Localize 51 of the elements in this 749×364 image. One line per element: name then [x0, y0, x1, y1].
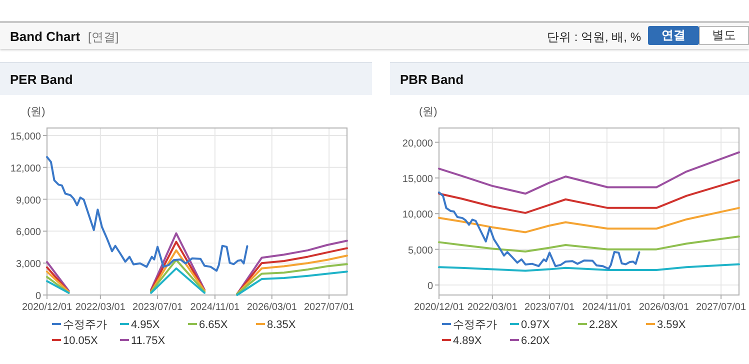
text: Band Chart	[10, 29, 80, 44]
y-axis-title: (원)	[419, 106, 438, 118]
line-series	[438, 191, 640, 270]
legend-label: 3.59X	[657, 319, 686, 331]
text: 연결	[648, 26, 699, 45]
legend-label: 0.97X	[521, 319, 550, 331]
legend-label: 2.28X	[589, 319, 618, 331]
x-tick-label: 2020/12/01	[22, 302, 72, 313]
y-tick-label: 9,000	[16, 195, 42, 206]
legend-label: 11.75X	[131, 335, 166, 347]
legend-label: 8.35X	[267, 319, 296, 331]
y-tick-label: 6,000	[16, 227, 42, 238]
line-series	[438, 179, 740, 214]
legend-label: 수정주가	[453, 319, 497, 331]
x-tick-label: 2022/03/01	[75, 302, 126, 313]
y-tick-label: 12,000	[10, 163, 42, 174]
text: 단위 : 억원, 배, %	[546, 29, 641, 46]
y-tick-label: 15,000	[402, 174, 434, 185]
legend-label: 4.89X	[453, 335, 482, 347]
x-tick-label: 2027/07/01	[696, 302, 746, 313]
x-tick-label: 2026/03/01	[638, 302, 690, 313]
y-tick-label: 5,000	[408, 245, 434, 256]
x-tick-label: 2020/12/01	[414, 302, 464, 313]
y-tick-label: 0	[427, 281, 434, 292]
y-tick-label: 3,000	[16, 259, 42, 270]
y-tick-label: 0	[35, 291, 42, 302]
x-tick-label: 2022/03/01	[467, 302, 518, 313]
line-series	[438, 263, 740, 272]
y-axis-title: (원)	[27, 106, 46, 118]
line-series	[438, 206, 740, 234]
legend-label: 4.95X	[131, 319, 160, 331]
x-tick-label: 2027/07/01	[304, 302, 354, 313]
x-tick-label: 2024/11/01	[582, 302, 632, 313]
x-tick-label: 2023/07/01	[524, 302, 576, 313]
text: 별도	[699, 26, 749, 45]
x-tick-label: 2024/11/01	[190, 302, 240, 313]
text: [연결]	[88, 29, 119, 46]
line-series	[438, 235, 740, 252]
x-tick-label: 2026/03/01	[246, 302, 298, 313]
y-tick-label: 10,000	[402, 210, 434, 221]
y-tick-label: 20,000	[402, 138, 434, 150]
legend-label: 6.20X	[521, 335, 550, 347]
chart-title: PBR Band	[400, 72, 464, 87]
chart-title: PER Band	[10, 72, 73, 87]
legend-label: 6.65X	[199, 319, 228, 331]
y-tick-label: 15,000	[10, 131, 42, 142]
legend-label: 수정주가	[63, 319, 107, 331]
line-series	[438, 151, 740, 195]
x-tick-label: 2023/07/01	[132, 302, 184, 313]
line-series	[46, 156, 248, 272]
legend-label: 10.05X	[63, 335, 99, 347]
